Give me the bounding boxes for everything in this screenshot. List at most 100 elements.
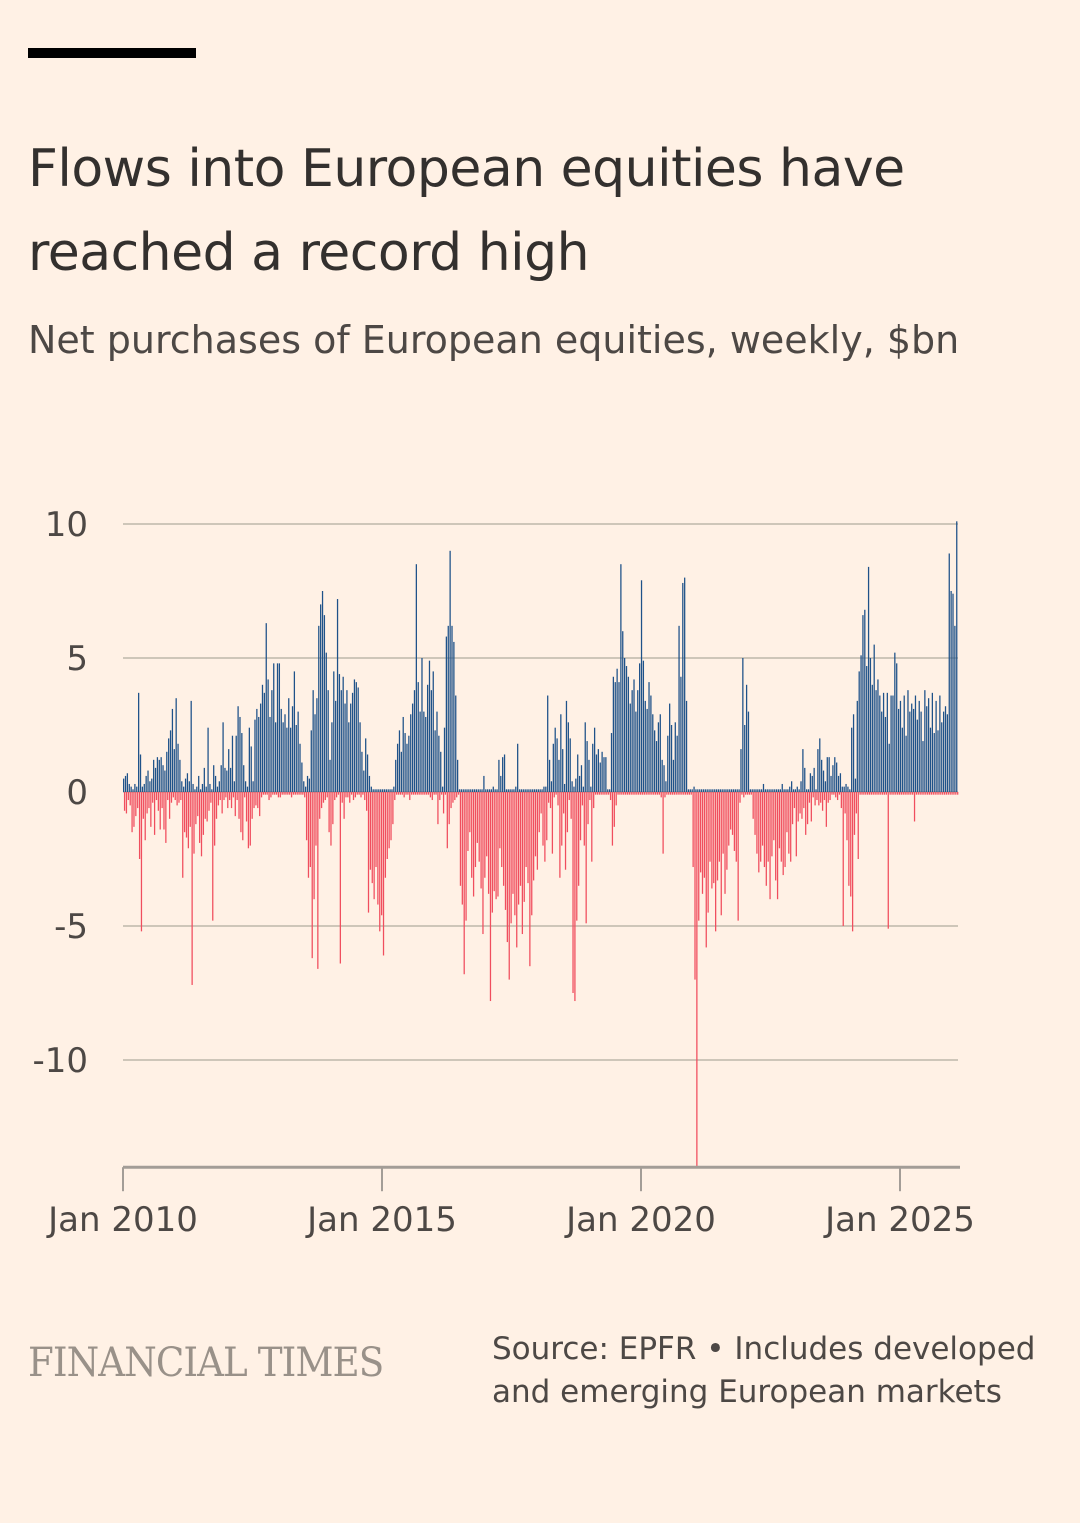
bar-positive: [708, 789, 710, 792]
bar-positive: [365, 738, 367, 792]
bar-positive: [725, 789, 727, 792]
bar-negative: [138, 792, 141, 859]
bar-negative: [429, 792, 432, 798]
bar-positive: [124, 775, 127, 792]
bar-positive: [877, 679, 879, 792]
bar-positive: [503, 754, 506, 792]
bar-negative: [728, 792, 730, 846]
bar-positive: [881, 711, 883, 792]
bar-positive: [903, 695, 905, 792]
bar-positive: [211, 789, 213, 792]
bar-positive: [817, 749, 819, 792]
bar-positive: [684, 577, 686, 792]
bar-positive: [261, 684, 264, 792]
bar-positive: [532, 789, 534, 792]
bar-positive: [927, 698, 930, 792]
bar-negative: [645, 792, 647, 795]
bar-positive: [340, 690, 342, 792]
bar-positive: [168, 738, 170, 792]
bar-negative: [797, 792, 799, 822]
bar-negative: [442, 792, 445, 814]
bar-positive: [329, 759, 331, 792]
bar-negative: [159, 792, 161, 830]
bar-negative: [266, 792, 268, 795]
bar-negative: [572, 792, 574, 993]
bar-negative: [476, 792, 478, 843]
bar-positive: [911, 703, 913, 792]
bar-positive: [192, 783, 194, 792]
bar-negative: [469, 792, 471, 833]
bar-negative: [217, 792, 220, 806]
bar-positive: [614, 682, 616, 792]
bar-positive: [520, 789, 523, 792]
bar-positive: [321, 591, 324, 792]
bar-positive: [252, 781, 254, 792]
bar-positive: [366, 754, 369, 792]
bar-positive: [567, 722, 569, 792]
bar-negative: [178, 792, 180, 803]
bar-negative: [493, 792, 495, 892]
bar-negative: [776, 792, 779, 900]
bar-positive: [498, 759, 500, 792]
bar-negative: [928, 792, 931, 795]
bar-negative: [165, 792, 167, 843]
bar-negative: [748, 792, 751, 795]
bar-positive: [455, 695, 457, 792]
bar-negative: [516, 792, 518, 948]
bar-negative: [497, 792, 499, 897]
bar-negative: [623, 792, 625, 795]
bar-positive: [886, 692, 888, 792]
bar-negative: [887, 792, 889, 929]
bar-negative: [782, 792, 784, 876]
bar-positive: [562, 749, 564, 792]
bar-positive: [858, 671, 860, 792]
bar-negative: [883, 792, 886, 795]
bar-negative: [827, 792, 829, 803]
bar-negative: [525, 792, 527, 868]
bar-positive: [597, 749, 599, 792]
bar-positive: [205, 786, 207, 792]
bar-positive: [590, 786, 592, 792]
bar-positive: [727, 789, 729, 792]
bar-positive: [526, 789, 528, 792]
bar-positive: [436, 711, 438, 792]
bar-negative: [793, 792, 796, 809]
bar-negative: [825, 792, 827, 827]
bar-negative: [761, 792, 764, 846]
bar-negative: [715, 792, 717, 932]
bar-positive: [166, 751, 168, 792]
bar-negative: [187, 792, 190, 849]
bar-positive: [143, 783, 145, 792]
bar-negative: [334, 792, 336, 801]
bar-negative: [773, 792, 775, 841]
bar-positive: [640, 580, 643, 792]
bar-positive: [755, 789, 757, 792]
bar-negative: [161, 792, 163, 809]
bar-negative: [604, 792, 606, 795]
bar-positive: [507, 789, 509, 792]
bar-positive: [363, 770, 365, 792]
bar-negative: [193, 792, 195, 854]
bar-positive: [464, 789, 466, 792]
x-tick-label: Jan 2025: [823, 1200, 975, 1240]
bar-positive: [385, 789, 387, 792]
bar-positive: [697, 789, 699, 792]
bar-positive: [922, 741, 924, 792]
bar-negative: [345, 792, 347, 798]
bar-negative: [328, 792, 330, 833]
bar-positive: [723, 789, 725, 792]
bar-positive: [338, 674, 341, 792]
bar-negative: [435, 792, 437, 795]
bar-positive: [132, 789, 134, 792]
bar-negative: [814, 792, 816, 806]
bar-negative: [465, 792, 467, 921]
bar-negative: [275, 792, 278, 795]
bar-negative: [259, 792, 261, 817]
bar-positive: [372, 789, 374, 792]
bar-positive: [792, 789, 795, 792]
bar-negative: [202, 792, 205, 835]
bar-positive: [680, 676, 682, 792]
bar-positive: [655, 741, 658, 792]
bar-positive: [515, 786, 517, 792]
bar-negative: [255, 792, 257, 806]
